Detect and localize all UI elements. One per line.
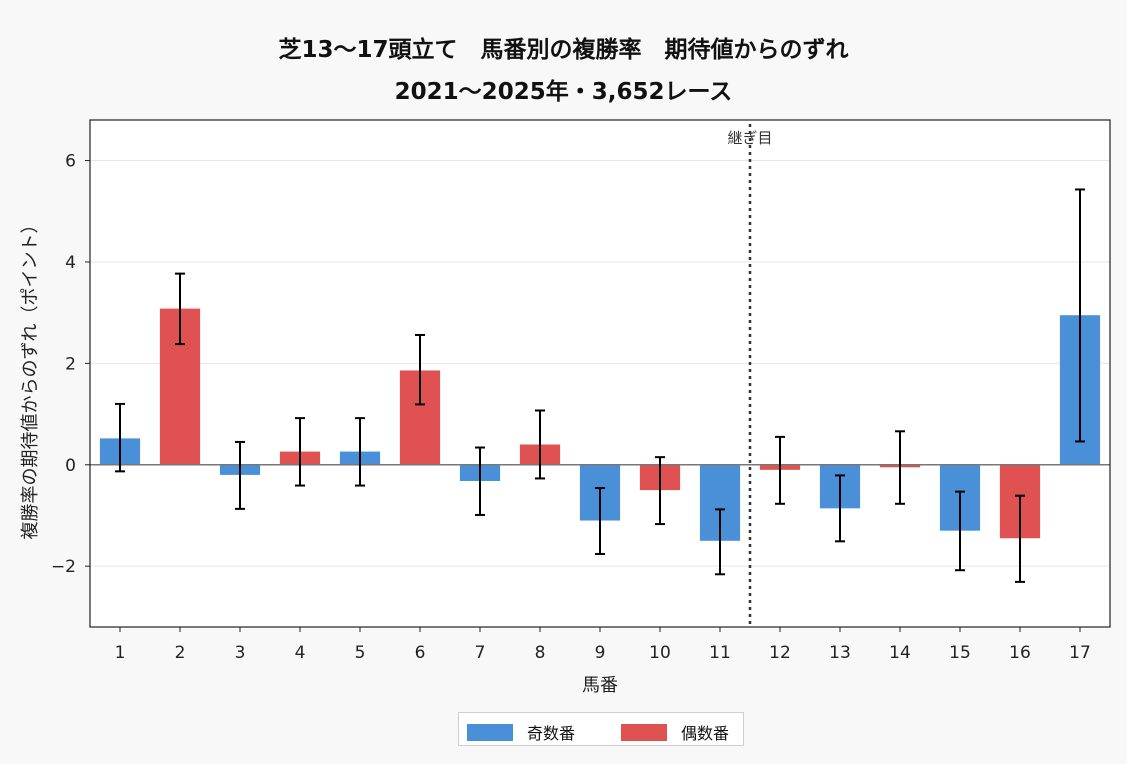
y-tick-label: 4 (65, 253, 76, 273)
x-axis-label: 馬番 (582, 675, 618, 696)
legend-swatch-even (621, 723, 667, 741)
x-tick-label: 14 (889, 643, 911, 663)
y-tick-label: −2 (51, 557, 76, 577)
x-tick-label: 6 (415, 643, 426, 663)
x-tick-label: 10 (649, 643, 671, 663)
legend-label-odd: 奇数番 (527, 724, 576, 743)
x-tick-label: 1 (115, 643, 126, 663)
y-tick-label: 6 (65, 152, 76, 172)
x-tick-label: 7 (475, 643, 486, 663)
legend-item-even: 偶数番 (621, 720, 729, 744)
x-tick-label: 4 (295, 643, 306, 663)
x-tick-label: 15 (949, 643, 971, 663)
x-tick-label: 2 (175, 643, 186, 663)
legend-swatch-odd (467, 723, 513, 741)
legend-item-odd: 奇数番 (467, 720, 575, 744)
y-tick-label: 2 (65, 354, 76, 374)
legend: 奇数番 偶数番 (458, 712, 744, 746)
x-tick-label: 8 (535, 643, 546, 663)
x-tick-label: 17 (1069, 643, 1091, 663)
chart-title: 芝13〜17頭立て 馬番別の複勝率 期待値からのずれ (278, 37, 849, 63)
seam-label: 継ぎ目 (727, 129, 772, 147)
legend-label-even: 偶数番 (681, 724, 730, 743)
x-tick-label: 12 (769, 643, 791, 663)
x-tick-label: 11 (709, 643, 731, 663)
x-tick-label: 5 (355, 643, 366, 663)
chart-subtitle: 2021〜2025年・3,652レース (394, 79, 733, 105)
y-tick-label: 0 (65, 456, 76, 476)
x-tick-label: 16 (1009, 643, 1031, 663)
x-tick-label: 13 (829, 643, 851, 663)
y-axis-label: 複勝率の期待値からのずれ（ポイント） (20, 216, 41, 540)
x-tick-label: 3 (235, 643, 246, 663)
x-tick-label: 9 (595, 643, 606, 663)
